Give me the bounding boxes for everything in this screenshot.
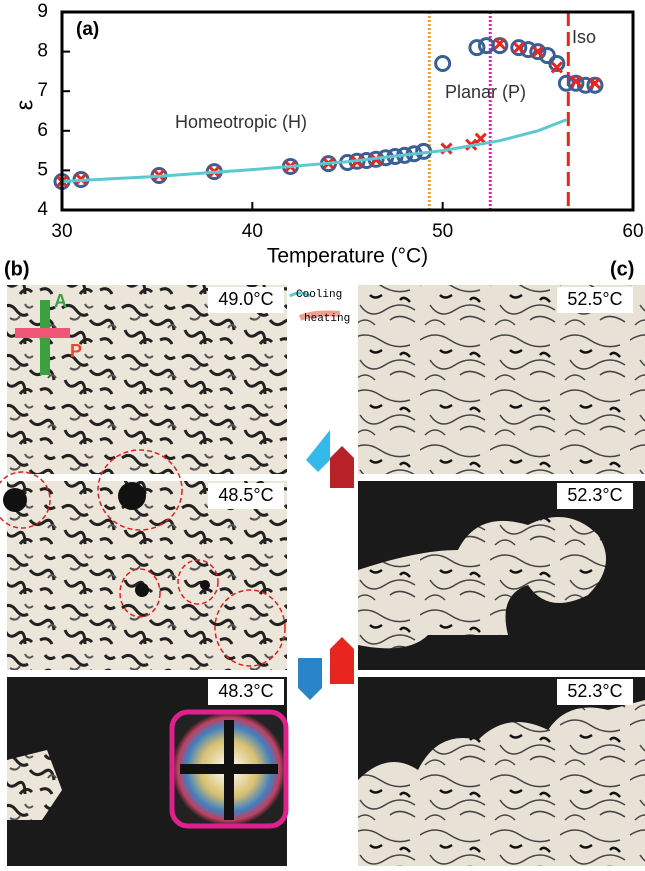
temperature-label: 49.0°C	[218, 289, 273, 309]
plot-frame	[60, 10, 635, 212]
dark-domain	[200, 580, 210, 590]
point	[569, 75, 582, 88]
image	[7, 481, 287, 670]
dark-domain	[135, 583, 149, 597]
dark-domain	[3, 488, 27, 512]
temperature-label: 52.3°C	[567, 485, 622, 505]
label-box	[557, 483, 633, 509]
temperature-label: 52.3°C	[567, 681, 622, 701]
micrographs	[0, 285, 645, 866]
arrow-down	[298, 658, 322, 700]
point	[512, 41, 525, 54]
annotation: Planar (P)	[445, 82, 526, 102]
legend-line	[298, 310, 341, 321]
point	[510, 39, 528, 57]
dark-domain	[118, 482, 146, 510]
y-tick-label: 6	[37, 120, 48, 141]
arrow-down	[306, 430, 330, 472]
arrow-up	[330, 637, 354, 684]
image	[358, 285, 645, 474]
y-tick-label: 7	[37, 80, 48, 101]
x-tick-label: 50	[432, 221, 453, 242]
point	[550, 61, 563, 74]
legend-line	[289, 291, 311, 298]
point	[567, 74, 585, 92]
image	[7, 285, 287, 474]
temperature-label: 48.5°C	[218, 485, 273, 505]
polarizer-label: P	[70, 341, 82, 361]
legend-text: heating	[304, 313, 350, 325]
y-tick-label: 4	[37, 199, 48, 220]
point	[529, 43, 547, 61]
temperature-label: 52.5°C	[567, 289, 622, 309]
point	[588, 77, 601, 90]
panel-label: (b)	[4, 258, 30, 280]
panel-label: (a)	[76, 19, 99, 40]
domain	[358, 700, 645, 866]
point	[531, 45, 544, 58]
label-box	[208, 287, 284, 313]
analyzer-label: A	[54, 291, 67, 311]
panel-label: (c)	[610, 258, 634, 280]
label-box	[208, 483, 284, 509]
x-tick-label: 60	[622, 221, 643, 242]
domain	[7, 750, 62, 820]
y-axis-label: ε	[11, 99, 38, 110]
point	[491, 37, 509, 55]
arrow-up	[330, 446, 354, 488]
panel-labels: (b) (c) A P Cooling heating 49.0°C 48.5°C…	[4, 258, 634, 705]
label-box	[208, 679, 284, 705]
point	[548, 54, 566, 72]
point	[493, 37, 506, 50]
isogyre	[180, 720, 278, 820]
annotation: Homeotropic (H)	[175, 112, 307, 132]
circles	[0, 449, 286, 667]
point	[586, 76, 604, 94]
domain	[358, 517, 606, 649]
label-box	[557, 679, 633, 705]
y-tick-label: 8	[37, 41, 48, 62]
x-tick-label: 40	[242, 221, 263, 242]
fit-line	[61, 118, 567, 183]
x-axis-label: Temperature (°C)	[267, 245, 428, 268]
temperature-label: 48.3°C	[218, 681, 273, 701]
legend-text: Cooling	[296, 289, 342, 301]
label-box	[557, 287, 633, 313]
y-tick-label: 9	[37, 1, 48, 22]
annotation: Iso	[572, 27, 596, 47]
x-tick-label: 30	[51, 221, 72, 242]
point	[468, 39, 486, 57]
y-tick-label: 5	[37, 159, 48, 180]
chart-a: 4 5 6 7 8 9 30 40 50 60 Temperature (°C) ε (a) Homeot…	[11, 1, 643, 268]
point	[434, 54, 452, 72]
